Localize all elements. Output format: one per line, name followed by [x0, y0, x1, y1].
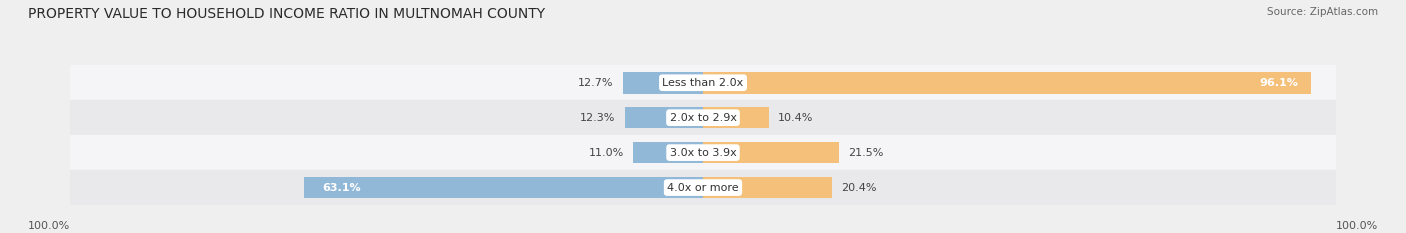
Bar	[623, 72, 703, 94]
Text: 11.0%: 11.0%	[589, 148, 624, 158]
Text: 100.0%: 100.0%	[28, 221, 70, 231]
Bar	[703, 72, 1310, 94]
Bar	[304, 177, 703, 199]
Text: 3.0x to 3.9x: 3.0x to 3.9x	[669, 148, 737, 158]
Bar	[70, 135, 1336, 170]
Bar	[626, 107, 703, 129]
Bar	[633, 142, 703, 164]
Text: Source: ZipAtlas.com: Source: ZipAtlas.com	[1267, 7, 1378, 17]
Bar	[70, 65, 1336, 100]
Text: PROPERTY VALUE TO HOUSEHOLD INCOME RATIO IN MULTNOMAH COUNTY: PROPERTY VALUE TO HOUSEHOLD INCOME RATIO…	[28, 7, 546, 21]
Bar	[703, 177, 832, 199]
Text: 63.1%: 63.1%	[323, 183, 361, 192]
Text: 10.4%: 10.4%	[779, 113, 814, 123]
Bar	[703, 142, 839, 164]
Text: 12.7%: 12.7%	[578, 78, 613, 88]
Text: 96.1%: 96.1%	[1260, 78, 1298, 88]
Text: 20.4%: 20.4%	[842, 183, 877, 192]
Text: 12.3%: 12.3%	[581, 113, 616, 123]
Bar	[70, 170, 1336, 205]
Text: 4.0x or more: 4.0x or more	[668, 183, 738, 192]
Text: 2.0x to 2.9x: 2.0x to 2.9x	[669, 113, 737, 123]
Text: 21.5%: 21.5%	[849, 148, 884, 158]
Text: Less than 2.0x: Less than 2.0x	[662, 78, 744, 88]
Bar	[703, 107, 769, 129]
Text: 100.0%: 100.0%	[1336, 221, 1378, 231]
Bar	[70, 100, 1336, 135]
